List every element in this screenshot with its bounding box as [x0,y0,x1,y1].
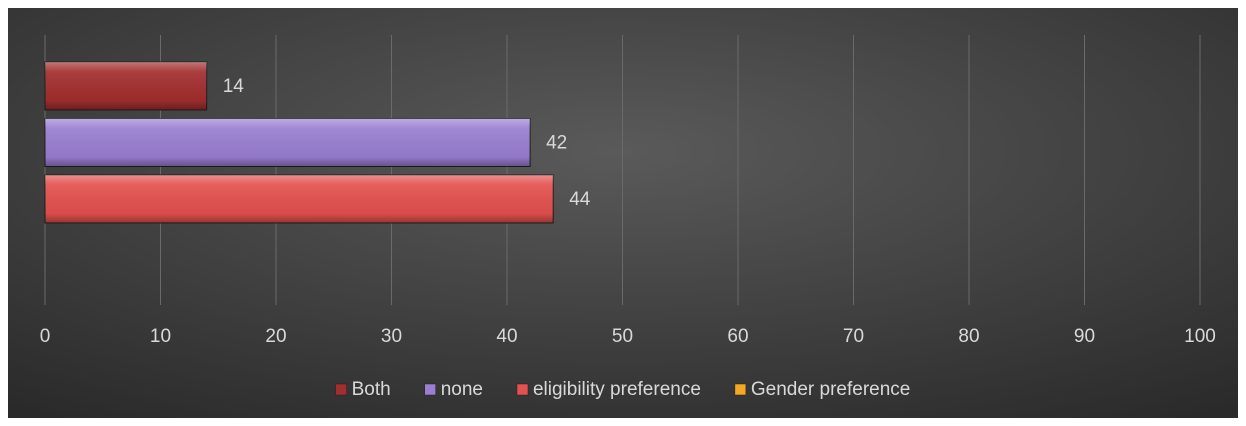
bar-bevel [45,62,207,110]
legend-label: Gender preference [751,379,911,400]
x-tick-label: 10 [150,326,171,347]
legend-label: Both [352,379,391,400]
x-tick-label: 70 [843,326,864,347]
x-tick-label: 50 [612,326,633,347]
x-tick-label: 80 [958,326,979,347]
data-label: 14 [223,76,245,97]
x-tick-label: 90 [1074,326,1095,347]
legend-marker [335,383,347,396]
data-label: 42 [546,133,567,154]
bar-bevel [45,175,554,223]
bar-bevel [45,118,531,167]
data-label: 44 [569,189,591,210]
legend-marker [516,383,529,396]
x-tick-label: 20 [265,326,286,347]
legend-label: eligibility preference [533,379,701,400]
x-tick-label: 30 [381,326,402,347]
legend-marker [734,383,747,396]
x-tick-label: 60 [727,326,748,347]
x-tick-label: 40 [496,326,517,347]
legend-label: none [441,379,483,400]
x-tick-label: 0 [40,326,51,347]
x-tick-label: 100 [1184,326,1216,347]
legend-marker [424,383,436,396]
